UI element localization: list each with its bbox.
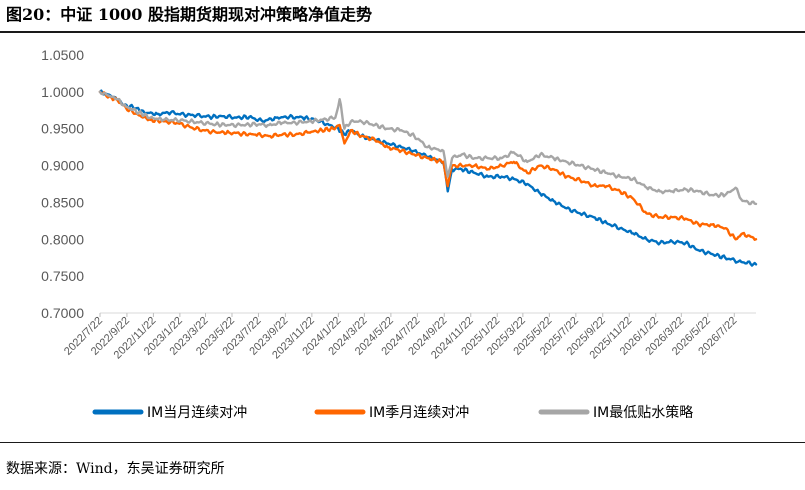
top-rule (0, 31, 805, 33)
y-tick-label: 0.7000 (41, 305, 84, 321)
x-axis: 2022/7/222022/9/222022/11/222023/1/22202… (62, 312, 756, 361)
legend-label-2: IM季月连续对冲 (369, 404, 469, 421)
y-axis: 0.7000 0.7500 0.8000 0.8500 0.9000 0.9500 1.00… (41, 47, 84, 321)
bottom-rule (0, 442, 805, 443)
legend-label-1: IM当月连续对冲 (147, 404, 247, 421)
series-line-1 (98, 89, 758, 267)
series-line-3 (98, 90, 758, 206)
figure-title: 图20：中证 1000 股指期货期现对冲策略净值走势 (6, 5, 372, 24)
y-tick-label: 0.9000 (41, 158, 84, 174)
source-note: 数据来源：Wind，东吴证券研究所 (6, 461, 225, 477)
y-tick-label: 1.0000 (41, 84, 84, 100)
legend-label-3: IM最低贴水策略 (593, 404, 693, 421)
y-tick-label: 1.0500 (41, 47, 84, 63)
series-line-2 (98, 90, 758, 241)
chart-area: 0.7000 0.7500 0.8000 0.8500 0.9000 0.9500 1.00… (0, 35, 805, 440)
legend: IM当月连续对冲 IM季月连续对冲 IM最低贴水策略 (92, 404, 693, 421)
y-tick-label: 0.9500 (41, 121, 84, 137)
y-tick-label: 0.7500 (41, 268, 84, 284)
y-tick-label: 0.8500 (41, 194, 84, 210)
plot-lines (98, 89, 758, 267)
line-chart: 0.7000 0.7500 0.8000 0.8500 0.9000 0.9500 1.00… (41, 47, 758, 421)
y-tick-label: 0.8000 (41, 231, 84, 247)
